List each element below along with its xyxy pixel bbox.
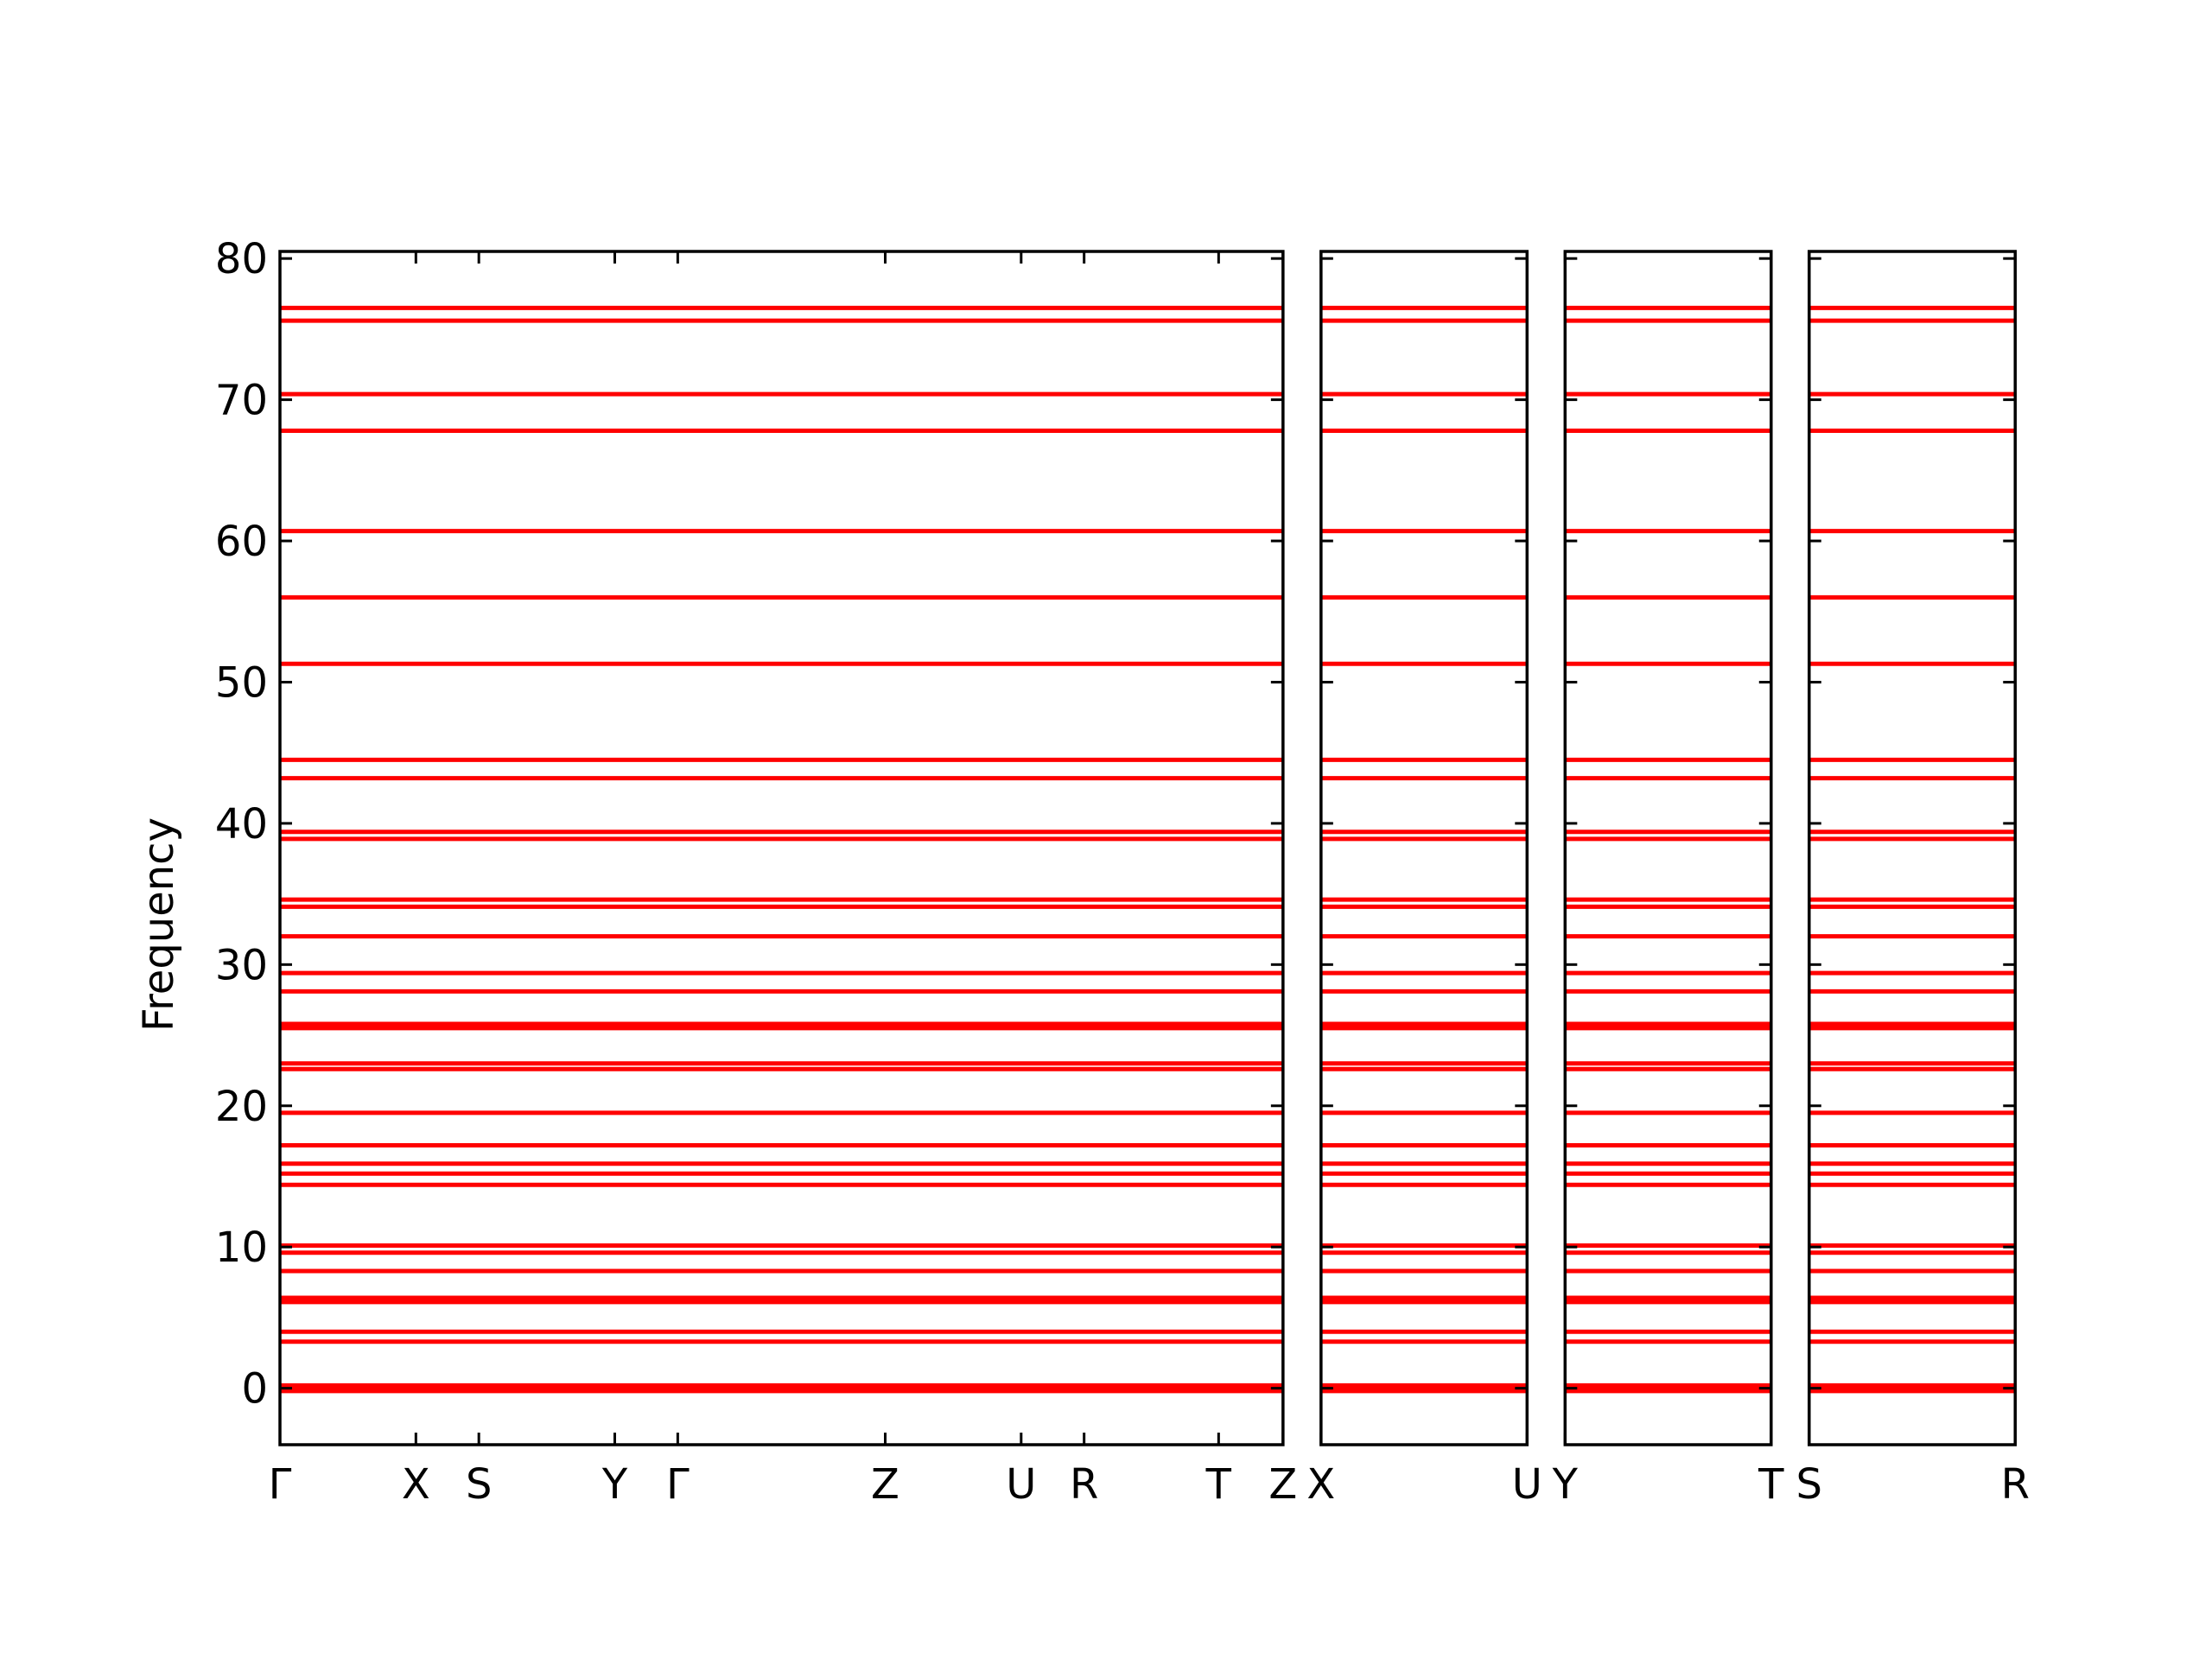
panel-frame [1808, 250, 2017, 1446]
x-tick-label: Z [871, 1460, 899, 1509]
y-tick-label: 40 [215, 800, 268, 849]
y-tick-label: 10 [215, 1224, 268, 1272]
x-tick-label: Γ [269, 1460, 292, 1509]
y-tick-label: 0 [241, 1365, 268, 1414]
y-tick-label: 20 [215, 1083, 268, 1131]
y-tick-label: 50 [215, 658, 268, 707]
x-tick-label: Γ [666, 1460, 690, 1509]
y-tick-label: 30 [215, 941, 268, 989]
x-tick-label: Y [601, 1460, 628, 1509]
y-tick-label: 60 [215, 518, 268, 566]
y-axis-label: Frequency [135, 817, 183, 1032]
x-tick-label: Y [1552, 1460, 1579, 1509]
x-tick-label: S [466, 1460, 492, 1509]
x-tick-label: X [402, 1460, 430, 1509]
y-tick-label: 80 [215, 235, 268, 283]
x-tick-label: R [1070, 1460, 1098, 1509]
x-tick-label: U [1006, 1460, 1036, 1509]
panel-frame [1319, 250, 1529, 1446]
panel-frame [278, 250, 1285, 1446]
x-tick-label: Z [1268, 1460, 1297, 1509]
x-tick-label: T [1205, 1460, 1232, 1509]
x-tick-label: T [1758, 1460, 1784, 1509]
x-tick-label: X [1306, 1460, 1335, 1509]
x-tick-label: S [1796, 1460, 1822, 1509]
panel-frame [1563, 250, 1773, 1446]
y-tick-label: 70 [215, 377, 268, 425]
x-tick-label: R [2001, 1460, 2030, 1509]
x-tick-label: U [1512, 1460, 1542, 1509]
